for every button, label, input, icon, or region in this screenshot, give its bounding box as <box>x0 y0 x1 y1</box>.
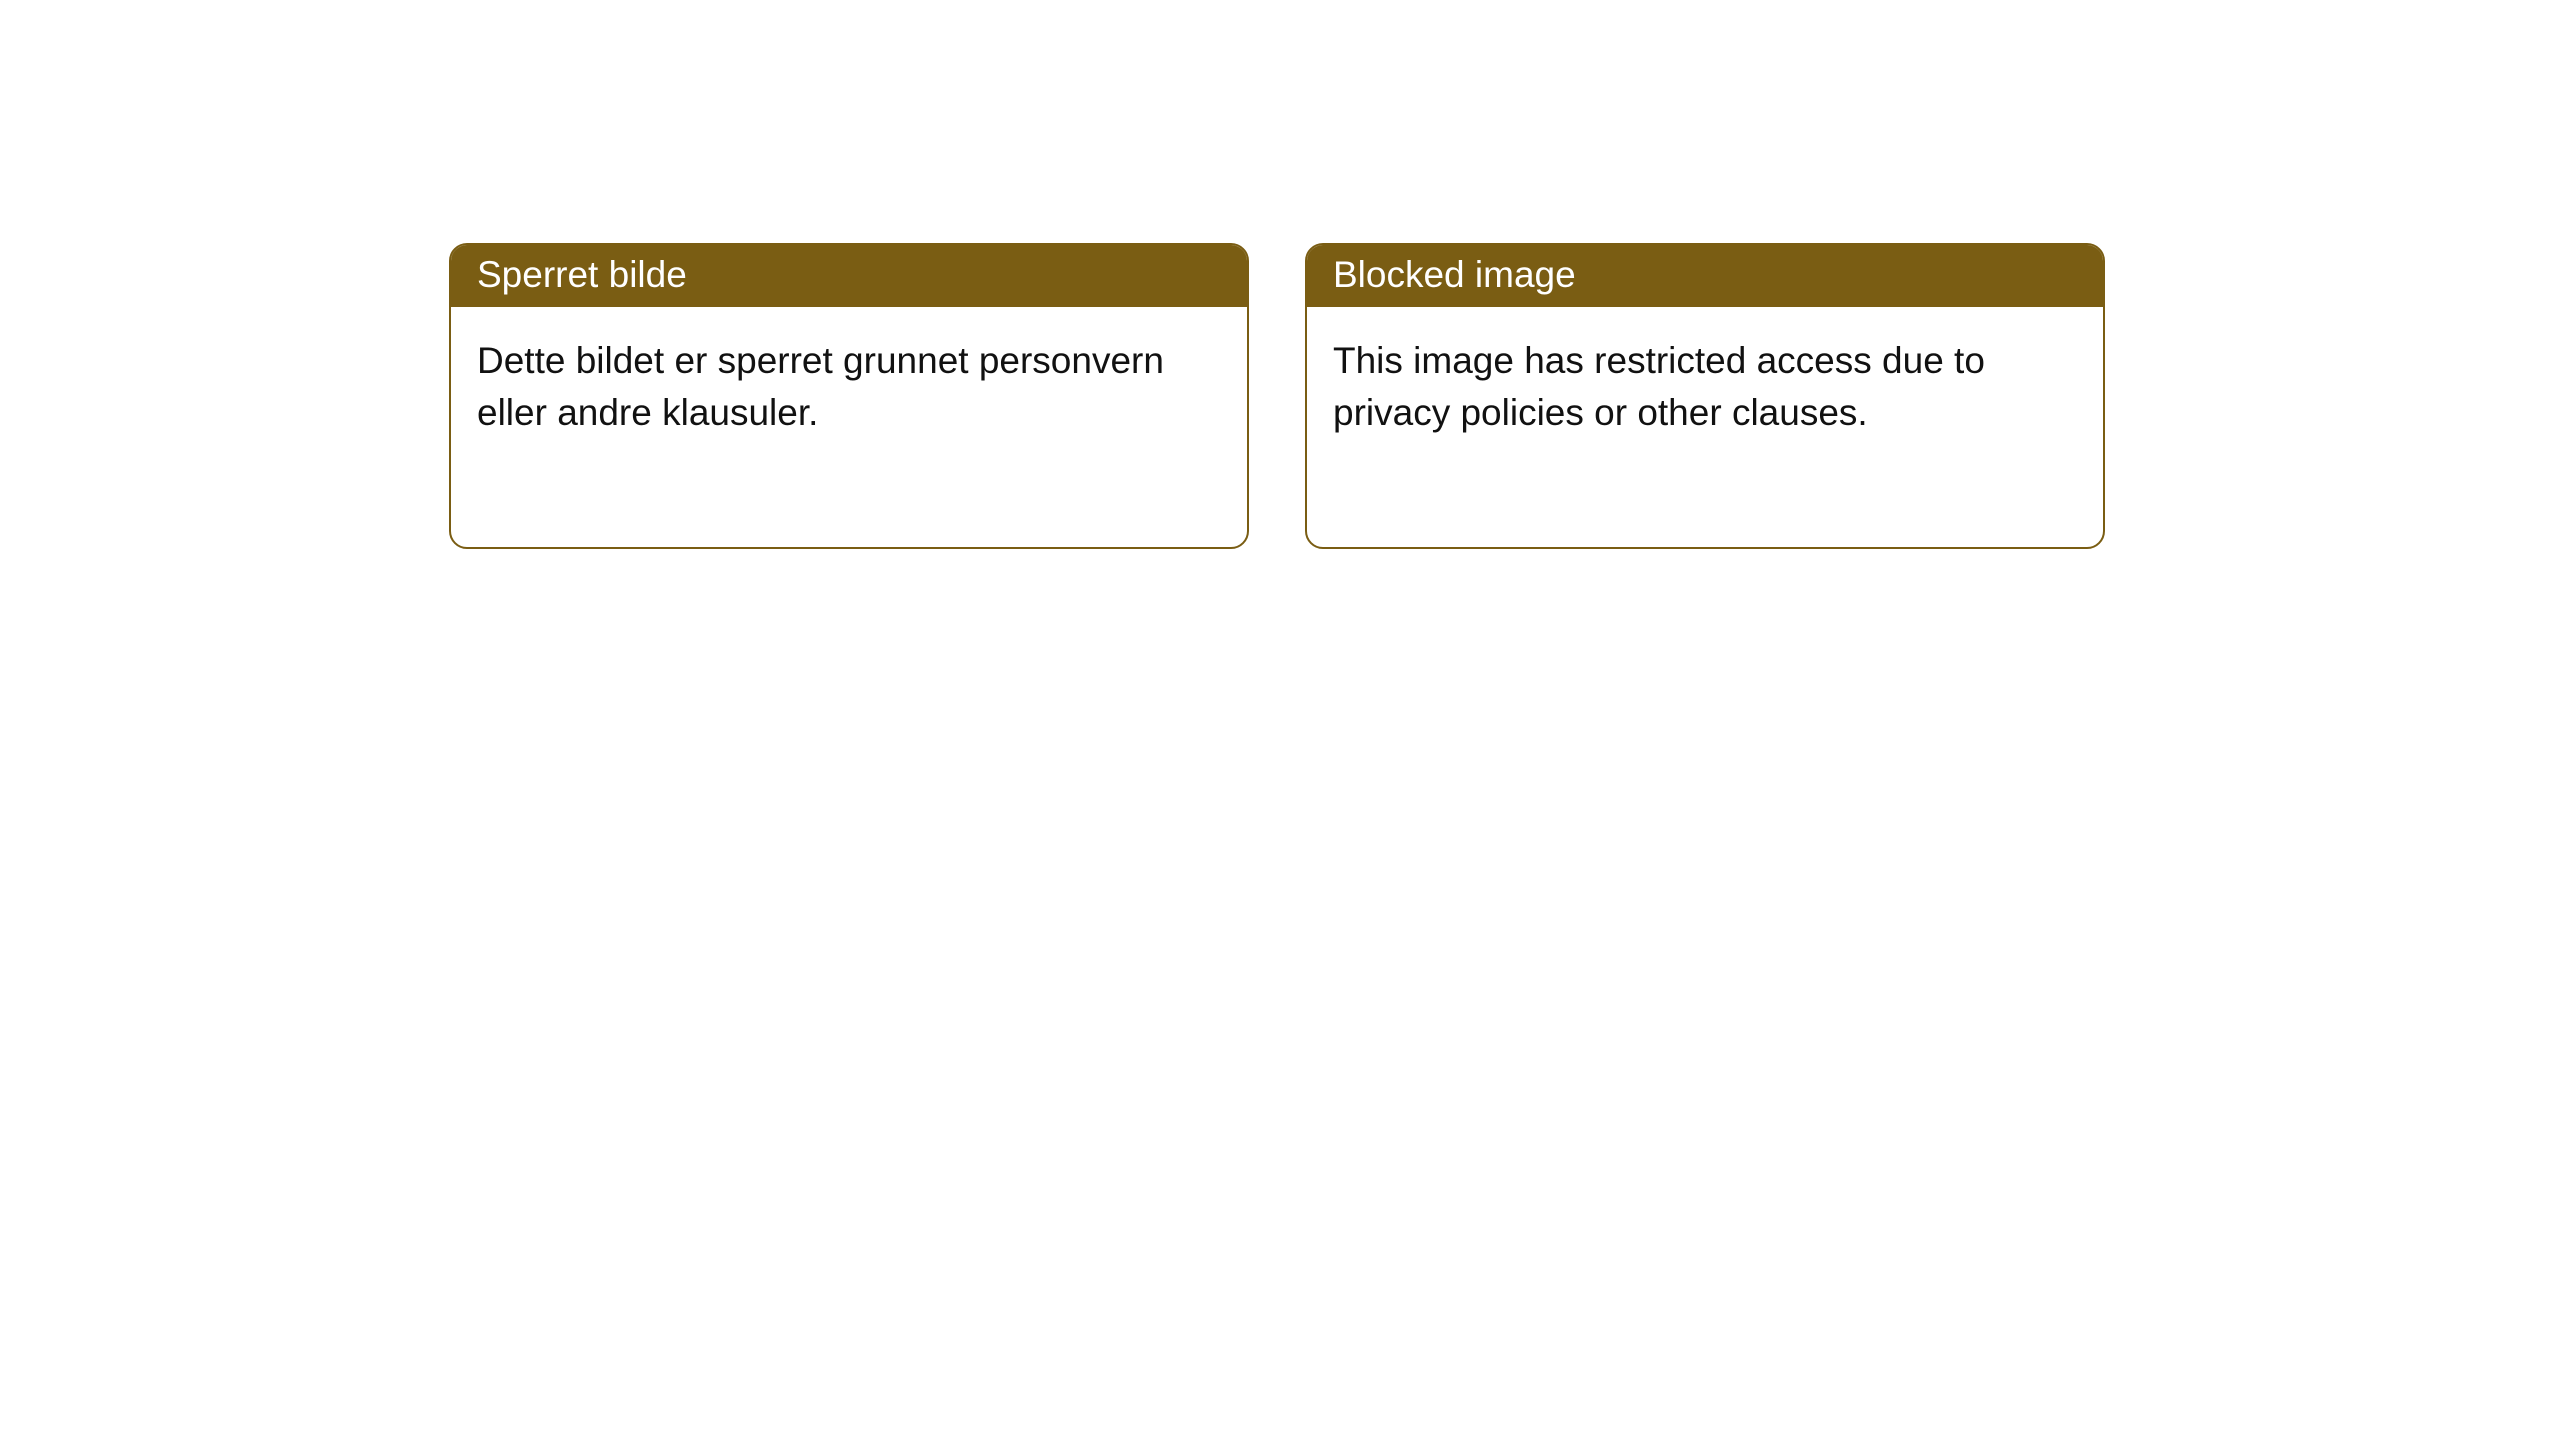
notice-card-body: Dette bildet er sperret grunnet personve… <box>451 307 1247 547</box>
notice-card-norwegian: Sperret bilde Dette bildet er sperret gr… <box>449 243 1249 549</box>
notice-card-english: Blocked image This image has restricted … <box>1305 243 2105 549</box>
notice-card-title: Blocked image <box>1307 245 2103 307</box>
notice-card-title: Sperret bilde <box>451 245 1247 307</box>
notice-cards-container: Sperret bilde Dette bildet er sperret gr… <box>449 243 2105 549</box>
notice-card-body: This image has restricted access due to … <box>1307 307 2103 547</box>
